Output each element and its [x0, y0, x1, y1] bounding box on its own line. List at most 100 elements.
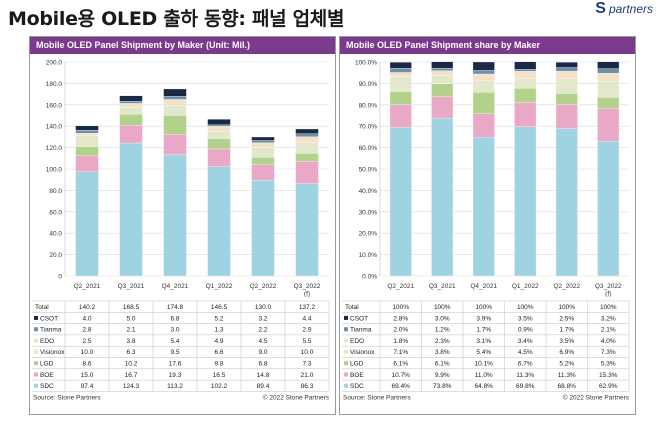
legend-swatch-visionox [344, 349, 348, 354]
y-tick-label: 60.0 [49, 209, 62, 216]
bar-segment-edo [295, 136, 319, 143]
bar-segment-edo [472, 73, 495, 81]
table-cell: 4.9 [214, 338, 223, 345]
bar-segment-boe [251, 164, 275, 181]
copyright-note: © 2022 Stone Partners [563, 393, 630, 401]
y-tick-label: 160.0 [46, 102, 63, 109]
x-tick-label: Q3_2021 [429, 283, 456, 290]
table-series-label: BOE [350, 372, 364, 379]
table-cell: 10.1% [475, 360, 494, 367]
bar-segment-edo [431, 70, 454, 76]
table-cell: 21.0 [301, 372, 314, 379]
table-cell: 5.5 [302, 338, 311, 345]
table-cell: 7.3 [302, 360, 311, 367]
bar-segment-tianma [75, 130, 99, 134]
bar-segment-edo [389, 72, 412, 77]
table-total-label: Total [345, 304, 359, 311]
bar-segment-csot [389, 62, 412, 69]
table-cell: 100% [558, 304, 575, 311]
bar-segment-csot [555, 62, 578, 68]
table-cell: 146.5 [211, 304, 228, 311]
bar-segment-tianma [251, 140, 275, 143]
y-tick-label: 120.0 [46, 145, 63, 152]
table-cell: 3.8% [435, 349, 450, 356]
x-tick-label: (f) [605, 291, 611, 298]
bar-segment-csot [163, 88, 187, 97]
bar-segment-visionox [207, 131, 231, 139]
table-cell: 100% [392, 304, 409, 311]
bar-segment-boe [597, 108, 620, 142]
table-cell: 17.6 [169, 360, 182, 367]
table-cell: 3.5% [518, 315, 533, 322]
shipment-share-panel: Mobile OLED Panel Shipment share by Make… [339, 36, 636, 415]
y-tick-label: 40.0% [359, 188, 378, 195]
table-cell: 5.2 [214, 315, 223, 322]
table-series-label: LGD [40, 360, 54, 367]
bar-segment-edo [555, 71, 578, 79]
table-cell: 6.9% [559, 349, 574, 356]
table-series-label: CSOT [40, 315, 58, 322]
bar-segment-boe [207, 148, 231, 167]
table-cell: 9.8 [214, 360, 223, 367]
table-cell: 97.4 [81, 383, 94, 390]
table-cell: 8.6 [82, 360, 91, 367]
legend-swatch-csot [344, 315, 348, 320]
table-series-label: Tianma [40, 327, 62, 334]
shipment-volume-panel: Mobile OLED Panel Shipment by Maker (Uni… [29, 36, 336, 415]
table-cell: 62.9% [599, 383, 618, 390]
bar-segment-csot [75, 125, 99, 131]
bar-segment-sdc [207, 166, 231, 277]
legend-swatch-edo [34, 338, 38, 343]
bar-segment-lgd [555, 93, 578, 105]
table-cell: 1.7% [476, 327, 491, 334]
table-cell: 14.8 [257, 372, 270, 379]
bar-segment-boe [514, 102, 537, 127]
table-cell: 6.3 [126, 349, 135, 356]
table-cell: 140.2 [79, 304, 96, 311]
table-cell: 2.5% [559, 315, 574, 322]
bar-segment-tianma [514, 69, 537, 72]
bar-segment-csot [251, 136, 275, 141]
table-cell: 86.3 [301, 383, 314, 390]
bar-segment-boe [119, 124, 143, 144]
table-cell: 3.0 [170, 327, 179, 334]
bar-segment-visionox [75, 135, 99, 147]
y-tick-label: 100.0 [46, 167, 63, 174]
x-tick-label: Q1_2022 [512, 283, 539, 290]
bar-segment-edo [75, 133, 99, 136]
shipment-volume-chart: 0 20.0 40.0 60.0 80.0 100.0 120.0 140.0 160.0 180… [32, 60, 330, 401]
bar-segment-tianma [555, 67, 578, 72]
bar-segment-lgd [431, 83, 454, 98]
logo-text: partners [608, 2, 653, 16]
x-tick-label: Q4_2021 [470, 283, 497, 290]
x-tick-label: Q4_2021 [162, 283, 189, 290]
bar-segment-boe [389, 104, 412, 128]
bar-segment-lgd [207, 138, 231, 150]
table-cell: 6.7% [518, 360, 533, 367]
bar-segment-visionox [472, 80, 495, 93]
table-cell: 69.8% [516, 383, 535, 390]
bar-segment-edo [251, 142, 275, 148]
bar-segment-csot [472, 61, 495, 71]
table-cell: 4.0 [82, 315, 91, 322]
logo-mark: S [595, 0, 606, 17]
bar-segment-csot [295, 128, 319, 134]
table-cell: 100% [434, 304, 451, 311]
y-tick-label: 60.0% [359, 145, 378, 152]
bar-segment-sdc [75, 171, 99, 277]
bar-segment-tianma [295, 133, 319, 137]
table-total-label: Total [35, 304, 49, 311]
bar-segment-sdc [514, 126, 537, 277]
table-cell: 5.0 [126, 315, 135, 322]
legend-swatch-lgd [34, 361, 38, 366]
bar-segment-edo [207, 126, 231, 132]
y-tick-label: 10.0% [359, 252, 378, 259]
bar-segment-sdc [389, 127, 412, 277]
bar-segment-boe [555, 104, 578, 129]
table-cell: 3.2% [601, 315, 616, 322]
table-cell: 89.4 [257, 383, 270, 390]
source-note: Source: Stone Partners [33, 394, 101, 401]
legend-swatch-lgd [344, 361, 348, 366]
legend-swatch-tianma [344, 327, 348, 332]
